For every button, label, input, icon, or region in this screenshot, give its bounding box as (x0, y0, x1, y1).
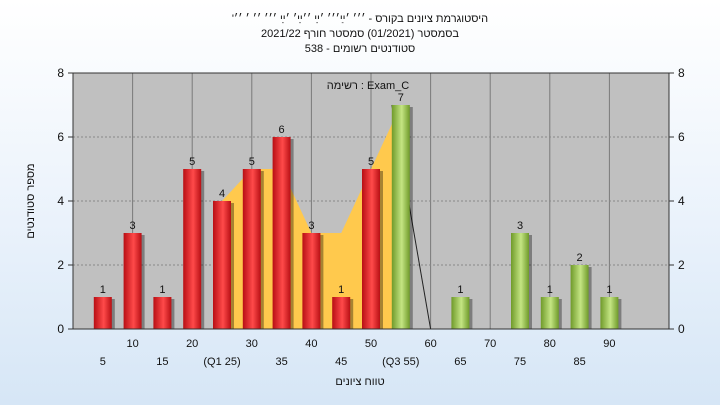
x-tick-label: 50 (365, 338, 377, 350)
right-tick-label: 4 (678, 194, 685, 208)
bar (183, 169, 202, 329)
x-tick-label: 10 (126, 338, 138, 350)
bar-value-label: 3 (308, 220, 314, 232)
bar (362, 169, 380, 329)
right-tick-label: 6 (678, 130, 685, 144)
bar-value-label: 5 (249, 156, 255, 168)
x-tick-label: 5 (100, 356, 106, 368)
bar (153, 297, 172, 329)
bar (272, 137, 291, 329)
bar (302, 233, 321, 329)
x-tick-label: 20 (186, 338, 198, 350)
left-tick-label: 2 (57, 258, 64, 272)
chart-title: 'היסטוגרמת ציונים בקורס - ׳׳׳ ׳ײַ׳׳׳ ׳ײַ… (232, 12, 488, 55)
y-axis-label: מספר סטודנטים (25, 163, 37, 238)
bar (332, 297, 351, 329)
bar (451, 297, 470, 329)
x-tick-label: 45 (335, 356, 347, 368)
x-tick-label: (Q1 25) (203, 356, 240, 368)
x-tick-label: 40 (305, 338, 317, 350)
x-tick-label: 70 (484, 338, 496, 350)
left-tick-label: 0 (57, 322, 64, 336)
bar (93, 297, 112, 329)
title-line-1: 'היסטוגרמת ציונים בקורס - ׳׳׳ ׳ײַ׳׳׳ ׳ײַ… (232, 12, 488, 25)
bar-value-label: 2 (577, 252, 583, 264)
x-tick-label: 15 (156, 356, 168, 368)
bar-value-label: 3 (130, 220, 136, 232)
bar-value-label: 6 (279, 124, 285, 136)
right-tick-label: 8 (678, 66, 685, 80)
bar-value-label: 5 (368, 156, 374, 168)
bar (570, 265, 589, 329)
bar (242, 169, 261, 329)
x-tick-label: 60 (424, 338, 436, 350)
x-tick-label: 35 (275, 356, 287, 368)
bar-value-label: 1 (100, 284, 106, 296)
bar (600, 297, 619, 329)
bar (213, 201, 231, 329)
bar-value-label: 1 (159, 284, 165, 296)
x-tick-label: 75 (514, 356, 526, 368)
bar-value-label: 4 (219, 188, 225, 200)
bar (540, 297, 559, 329)
x-tick-label: 90 (603, 338, 615, 350)
left-tick-label: 4 (57, 194, 64, 208)
bar-value-label: 3 (517, 220, 523, 232)
x-tick-label: 85 (573, 356, 585, 368)
title-line-3: סטודנטים רשומים - 538 (305, 43, 416, 55)
right-tick-label: 2 (678, 258, 685, 272)
bars: 1 3 1 5 4 5 6 3 1 5 7 1 3 1 2 1 (93, 92, 622, 329)
title-line-2: בסמסטר (01/2021) סמסטר חורף 2021/22 (261, 28, 459, 40)
left-tick-label: 6 (57, 130, 64, 144)
bar-value-label: 1 (338, 284, 344, 296)
x-tick-label: 30 (246, 338, 258, 350)
x-axis-label: טווח ציונים (335, 376, 384, 388)
annotation-label: רשימה : Exam_C (327, 80, 409, 92)
x-tick-label: (Q3 55) (382, 356, 419, 368)
left-tick-label: 8 (57, 66, 64, 80)
band-area (222, 105, 401, 329)
bar (511, 233, 529, 329)
bar-value-label: 1 (606, 284, 612, 296)
bar-value-label: 1 (457, 284, 463, 296)
bar-value-label: 5 (189, 156, 195, 168)
right-tick-label: 0 (678, 322, 685, 336)
bar-value-label: 7 (398, 92, 404, 104)
bar (391, 105, 410, 329)
x-tick-label: 65 (454, 356, 466, 368)
bar (123, 233, 142, 329)
x-tick-label: 80 (544, 338, 556, 350)
bar-value-label: 1 (547, 284, 553, 296)
